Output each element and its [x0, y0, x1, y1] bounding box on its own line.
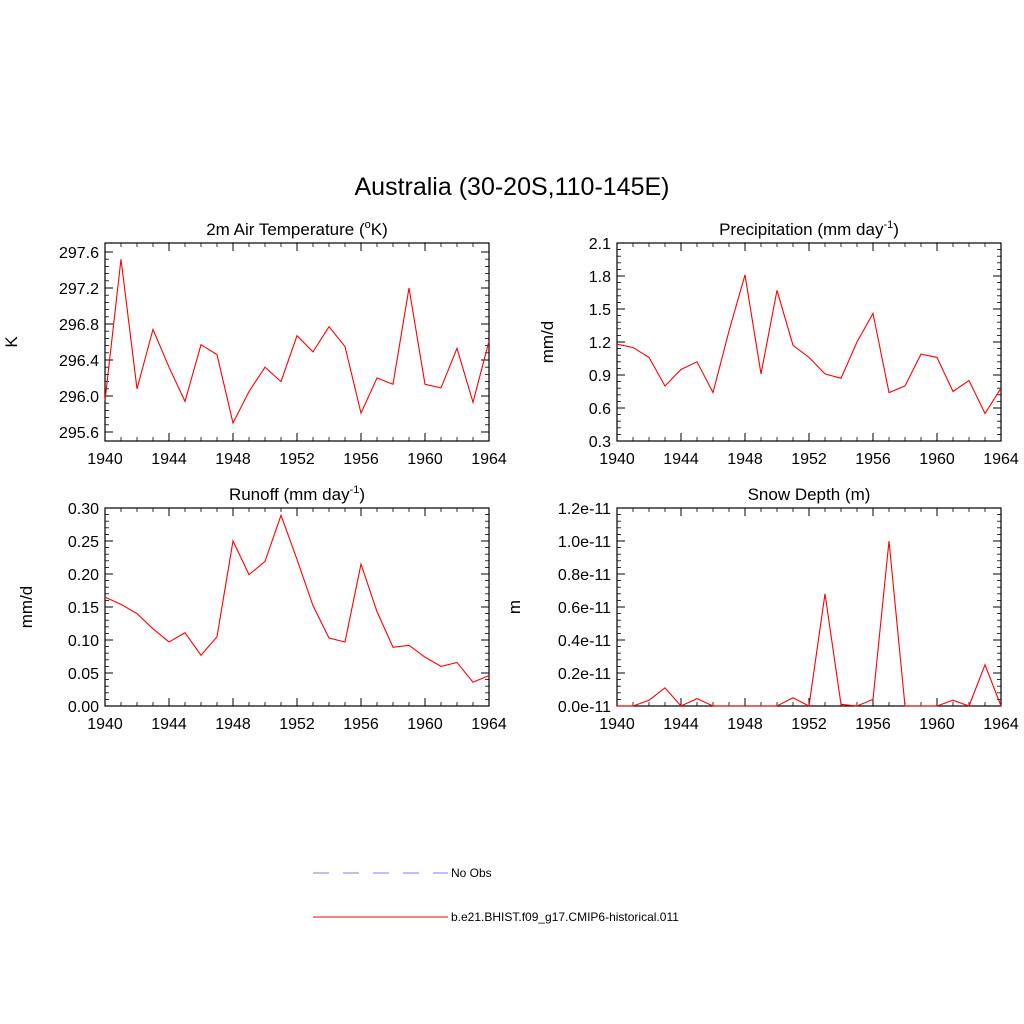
panel-air-temperature: 1940 1944 1948 1952 1956 1960 1964 295.6 296.0 29…	[2, 219, 507, 468]
runoff-y-tick-label: 0.00	[68, 699, 99, 716]
precipitation-title-main: Precipitation (mm day	[719, 220, 884, 239]
snow-depth-y-axis-label: m	[505, 600, 524, 614]
precipitation-x-tick-label: 1940	[599, 451, 635, 468]
precipitation-x-tick-label: 1956	[855, 451, 891, 468]
runoff-x-tick-label: 1944	[151, 716, 187, 733]
snow-depth-x-tick-label: 1948	[727, 716, 763, 733]
air-temperature-plot-frame	[104, 242, 490, 442]
snow-depth-series-line	[617, 540, 1002, 707]
snow-depth-y-tick-label: 0.8e-11	[558, 567, 611, 584]
snow-depth-x-tick-label: 1956	[855, 716, 891, 733]
air-temperature-y-tick-label: 295.6	[59, 425, 99, 442]
runoff-x-tick-label: 1952	[279, 716, 315, 733]
precipitation-title-after: )	[893, 220, 899, 239]
precipitation-series-line	[616, 274, 1002, 415]
precipitation-y-tick-label: 2.1	[589, 236, 611, 253]
runoff-y-tick-label: 0.05	[68, 666, 99, 683]
snow-depth-x-tick-label: 1964	[983, 716, 1019, 733]
air-temperature-title-superscript: o	[365, 219, 371, 231]
precipitation-y-axis-label: mm/d	[538, 321, 557, 364]
precipitation-x-tick-label: 1960	[919, 451, 955, 468]
runoff-y-tick-label: 0.30	[68, 501, 99, 518]
runoff-x-tick-label: 1948	[215, 716, 251, 733]
air-temperature-x-tick-label: 1944	[151, 451, 187, 468]
precipitation-x-tick-label: 1948	[727, 451, 763, 468]
runoff-y-tick-label: 0.10	[68, 633, 99, 650]
runoff-y-tick-label: 0.15	[68, 600, 99, 617]
precipitation-y-tick-label: 0.9	[589, 368, 611, 385]
precipitation-x-tick-label: 1952	[791, 451, 827, 468]
snow-depth-y-tick-label: 0.6e-11	[558, 600, 611, 617]
snow-depth-y-tick-label: 0.2e-11	[558, 666, 611, 683]
snow-depth-panel-title: Snow Depth (m)	[748, 485, 871, 504]
runoff-x-tick-label: 1964	[471, 716, 507, 733]
panel-runoff: 1940 1944 1948 1952 1956 1960 1964 0.00 0.05 0.10…	[17, 484, 507, 733]
precipitation-y-tick-label: 1.8	[589, 269, 611, 286]
snow-depth-x-tick-label: 1960	[919, 716, 955, 733]
air-temperature-y-tick-label: 296.8	[59, 317, 99, 334]
legend: No Obs b.e21.BHIST.f09_g17.CMIP6-histori…	[313, 866, 679, 924]
air-temperature-y-tick-label: 297.6	[59, 245, 99, 262]
snow-depth-x-tick-label: 1952	[791, 716, 827, 733]
air-temperature-y-tick-label: 296.4	[59, 353, 99, 370]
precipitation-y-tick-label: 0.3	[589, 434, 611, 451]
runoff-series-line	[104, 513, 490, 683]
air-temperature-series-line	[104, 259, 490, 425]
air-temperature-y-axis-label: K	[2, 336, 21, 348]
snow-depth-y-tick-label: 0.0e-11	[558, 699, 611, 716]
air-temperature-title-after: K)	[371, 220, 388, 239]
legend-label-obs: No Obs	[451, 866, 492, 880]
air-temperature-y-tick-label: 296.0	[59, 389, 99, 406]
air-temperature-title-main: 2m Air Temperature (	[206, 220, 365, 239]
air-temperature-panel-title: 2m Air Temperature (oK)	[206, 219, 388, 239]
air-temperature-x-tick-label: 1964	[471, 451, 507, 468]
precipitation-panel-title: Precipitation (mm day-1)	[719, 219, 899, 239]
air-temperature-x-tick-label: 1948	[215, 451, 251, 468]
precipitation-x-tick-label: 1944	[663, 451, 699, 468]
snow-depth-x-tick-label: 1944	[663, 716, 699, 733]
runoff-x-tick-label: 1940	[87, 716, 123, 733]
air-temperature-x-tick-label: 1952	[279, 451, 315, 468]
panel-snow-depth: 1940 1944 1948 1952 1956 1960 1964 0.0e-11 0.2e-…	[505, 485, 1019, 733]
snow-depth-plot-frame	[616, 507, 1002, 707]
runoff-y-axis-label: mm/d	[17, 586, 36, 629]
snow-depth-y-tick-label: 1.0e-11	[558, 534, 611, 551]
main-title: Australia (30-20S,110-145E)	[355, 173, 670, 201]
air-temperature-x-tick-label: 1940	[87, 451, 123, 468]
panel-precipitation: 1940 1944 1948 1952 1956 1960 1964 0.3 0.6 0.9 1.2…	[538, 219, 1019, 468]
precipitation-x-tick-label: 1964	[983, 451, 1019, 468]
precipitation-y-tick-label: 0.6	[589, 401, 611, 418]
runoff-x-tick-label: 1956	[343, 716, 379, 733]
snow-depth-y-tick-label: 1.2e-11	[558, 501, 611, 518]
air-temperature-x-tick-label: 1960	[407, 451, 443, 468]
precipitation-plot-frame	[616, 242, 1002, 442]
precipitation-y-tick-label: 1.2	[589, 335, 611, 352]
runoff-title-superscript: -1	[350, 484, 360, 496]
air-temperature-x-tick-label: 1956	[343, 451, 379, 468]
air-temperature-y-tick-label: 297.2	[59, 281, 99, 298]
precipitation-y-tick-label: 1.5	[589, 302, 611, 319]
snow-depth-x-tick-label: 1940	[599, 716, 635, 733]
legend-label-model: b.e21.BHIST.f09_g17.CMIP6-historical.011	[451, 910, 679, 924]
runoff-title-main: Runoff (mm day	[229, 485, 350, 504]
runoff-x-tick-label: 1960	[407, 716, 443, 733]
runoff-y-tick-label: 0.25	[68, 534, 99, 551]
snow-depth-title-main: Snow Depth (m)	[748, 485, 871, 504]
runoff-panel-title: Runoff (mm day-1)	[229, 484, 365, 504]
runoff-title-after: )	[359, 485, 365, 504]
runoff-y-tick-label: 0.20	[68, 567, 99, 584]
runoff-plot-frame	[104, 507, 490, 707]
precipitation-title-superscript: -1	[883, 219, 893, 231]
snow-depth-y-tick-label: 0.4e-11	[558, 633, 611, 650]
